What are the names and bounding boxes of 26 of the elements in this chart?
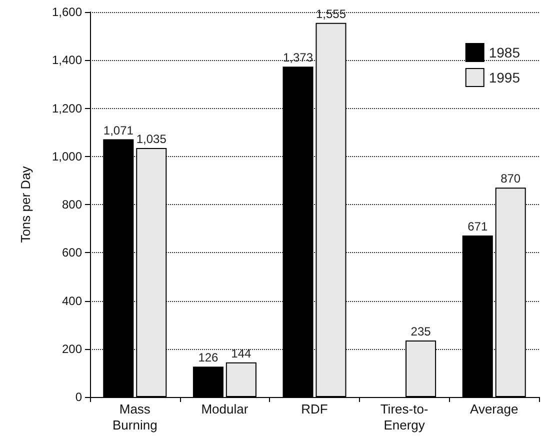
y-axis-title: Tons per Day [18,166,33,243]
data-label: 870 [500,172,521,186]
y-tick-label: 1,000 [52,149,82,164]
x-tick-label: Average [470,402,518,416]
data-label: 1,071 [103,123,134,138]
data-label: 126 [198,350,219,365]
y-tick-label: 800 [62,198,82,212]
y-tick-label: 400 [62,294,82,308]
data-label: 1,373 [282,50,314,65]
data-label: 671 [468,220,488,234]
y-tick-label: 200 [62,342,82,356]
x-tick-label: Tires-to-Energy [380,402,428,432]
y-tick-label: 1,200 [52,101,82,116]
data-label: 1,555 [316,6,346,21]
y-tick-label: 1,600 [52,5,82,19]
data-label: 144 [231,346,252,360]
x-tick-label: Modular [201,402,249,416]
data-label: 235 [410,324,432,338]
legend-label: 1995 [488,70,520,86]
data-label: 1,035 [136,132,167,146]
x-tick-label: Mass Burning [112,402,158,432]
y-tick-label: 600 [62,246,82,260]
x-tick-label: RDF [301,402,328,416]
legend-label: 1985 [488,44,520,60]
y-tick-label: 0 [75,390,82,404]
y-tick-label: 1,400 [52,53,82,68]
